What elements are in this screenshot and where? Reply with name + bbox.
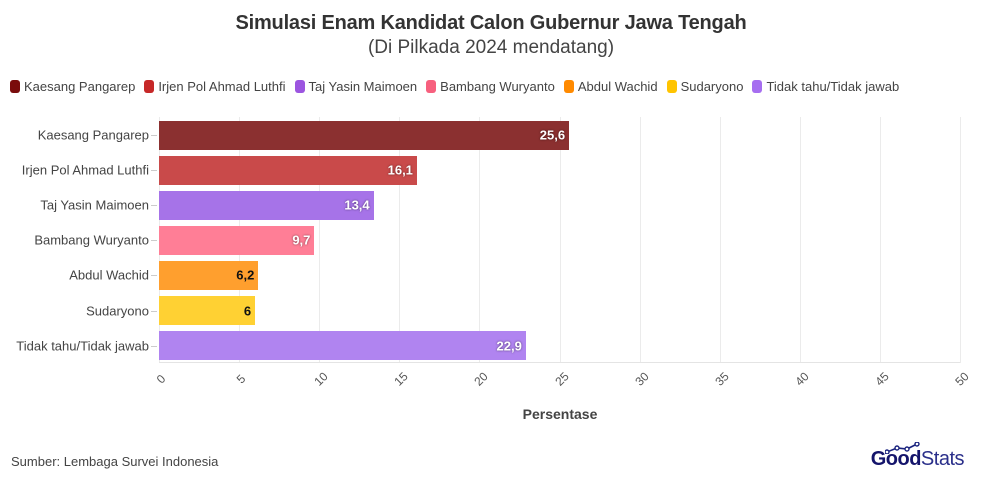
legend-item[interactable]: Sudaryono xyxy=(666,79,744,94)
x-axis-line xyxy=(159,362,960,363)
bar[interactable]: 13,4 xyxy=(159,190,374,220)
grid-line xyxy=(879,117,881,363)
legend-swatch-icon xyxy=(563,80,574,93)
category-label: Kaesang Pangarep xyxy=(37,127,149,143)
legend-item[interactable]: Irjen Pol Ahmad Luthfi xyxy=(144,79,286,94)
category-tick xyxy=(151,170,157,172)
legend-label: Kaesang Pangarep xyxy=(24,79,136,94)
legend-item[interactable]: Tidak tahu/Tidak jawab xyxy=(752,79,899,94)
legend-label: Irjen Pol Ahmad Luthfi xyxy=(158,79,286,94)
legend-swatch-icon xyxy=(144,80,155,93)
bar-value-label: 13,4 xyxy=(344,197,370,213)
plot-area: 25,6 16,1 13,4 9,7 6,2 6 22,9 xyxy=(159,117,961,363)
legend-item[interactable]: Kaesang Pangarep xyxy=(10,79,135,94)
legend-label: Sudaryono xyxy=(680,79,744,94)
legend-item[interactable]: Bambang Wuryanto xyxy=(426,79,555,94)
chart-title: Simulasi Enam Kandidat Calon Gubernur Ja… xyxy=(235,12,747,34)
legend-item[interactable]: Taj Yasin Maimoen xyxy=(294,79,418,94)
grid-line xyxy=(319,117,321,363)
x-tick-label: 5 xyxy=(233,371,249,387)
category-tick xyxy=(151,275,157,277)
x-tick-label: 10 xyxy=(311,369,331,389)
x-tick-label: 35 xyxy=(712,369,732,389)
bar-value-label: 25,6 xyxy=(539,127,566,143)
x-tick-label: 20 xyxy=(471,369,492,389)
category-tick xyxy=(151,345,157,347)
legend: Kaesang Pangarep Irjen Pol Ahmad Luthfi Ta… xyxy=(10,79,908,94)
x-tick-label: 0 xyxy=(153,371,169,387)
bar[interactable]: 6 xyxy=(159,296,256,325)
legend-label: Tidak tahu/Tidak jawab xyxy=(766,79,900,94)
legend-label: Taj Yasin Maimoen xyxy=(308,79,418,94)
bar-value-label: 6 xyxy=(243,303,252,318)
chart-line-icon xyxy=(884,442,920,454)
brand-stats: Stats xyxy=(920,448,965,470)
grid-line xyxy=(559,117,561,363)
category-label: Sudaryono xyxy=(86,303,149,318)
bar-value-label: 6,2 xyxy=(236,267,255,283)
bar[interactable]: 22,9 xyxy=(159,331,526,361)
legend-label: Abdul Wachid xyxy=(577,79,658,94)
chart-subtitle: (Di Pilkada 2024 mendatang) xyxy=(367,37,615,58)
bar-value-label: 9,7 xyxy=(292,232,311,248)
grid-line xyxy=(799,117,801,363)
grid-line xyxy=(960,117,961,363)
grid-line xyxy=(719,117,721,363)
bar[interactable]: 6,2 xyxy=(159,260,259,290)
source-note: Sumber: Lembaga Survei Indonesia xyxy=(11,454,219,469)
grid-line xyxy=(399,117,401,363)
category-label: Bambang Wuryanto xyxy=(34,232,149,248)
x-tick-label: 30 xyxy=(631,369,652,389)
bar-value-label: 16,1 xyxy=(387,162,413,178)
grid-line xyxy=(479,117,481,363)
category-tick xyxy=(151,240,157,242)
grid-line xyxy=(639,117,641,363)
category-label: Taj Yasin Maimoen xyxy=(40,197,149,213)
legend-swatch-icon xyxy=(294,80,305,93)
x-axis-title: Persentase xyxy=(522,406,598,422)
x-tick-label: 15 xyxy=(391,369,411,389)
category-tick xyxy=(151,205,157,207)
legend-item[interactable]: Abdul Wachid xyxy=(563,79,658,94)
x-tick-label: 40 xyxy=(792,369,812,389)
category-label: Tidak tahu/Tidak jawab xyxy=(16,338,149,354)
x-tick-label: 50 xyxy=(952,369,972,389)
x-tick-label: 25 xyxy=(551,369,572,389)
bar-value-label: 22,9 xyxy=(496,338,522,354)
brand-good: Good xyxy=(870,448,922,470)
legend-swatch-icon xyxy=(666,80,677,93)
category-label: Abdul Wachid xyxy=(69,267,149,283)
bar[interactable]: 25,6 xyxy=(159,120,570,150)
category-label: Irjen Pol Ahmad Luthfi xyxy=(21,162,149,178)
legend-swatch-icon xyxy=(426,80,437,93)
x-tick-label: 45 xyxy=(872,369,892,389)
legend-swatch-icon xyxy=(752,80,763,93)
legend-swatch-icon xyxy=(10,80,20,93)
goodstats-logo: GoodStats xyxy=(870,442,965,471)
legend-label: Bambang Wuryanto xyxy=(440,79,555,94)
bar[interactable]: 9,7 xyxy=(159,225,315,255)
category-tick xyxy=(151,310,157,312)
bar[interactable]: 16,1 xyxy=(159,155,417,185)
category-tick xyxy=(151,135,157,136)
